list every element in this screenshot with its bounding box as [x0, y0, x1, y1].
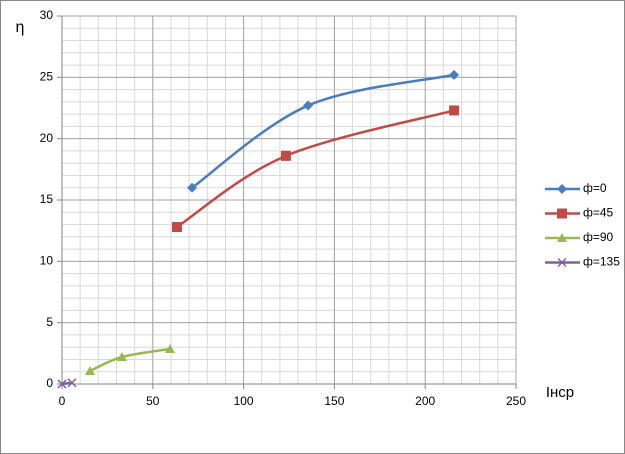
- marker: [67, 378, 77, 388]
- legend-marker: [557, 208, 567, 219]
- x-tick-label: 150: [324, 394, 344, 408]
- x-tick-label: 100: [234, 394, 254, 408]
- x-tick-label: 200: [415, 394, 435, 408]
- x-tick-label: 50: [146, 394, 160, 408]
- marker: [84, 365, 95, 375]
- marker: [449, 105, 460, 116]
- marker: [116, 352, 127, 362]
- y-axis-label: η: [16, 19, 25, 36]
- x-axis-label: Iнср: [546, 384, 574, 401]
- legend-marker: [557, 257, 567, 268]
- legend-marker: [557, 233, 567, 242]
- legend-label: ф=135: [583, 255, 620, 269]
- marker: [280, 150, 291, 161]
- marker: [187, 182, 198, 193]
- marker: [165, 344, 176, 354]
- y-tick-label: 20: [40, 131, 54, 145]
- y-tick-label: 0: [46, 376, 53, 390]
- y-tick-label: 25: [40, 70, 54, 84]
- marker: [57, 379, 67, 389]
- y-tick-label: 15: [40, 192, 54, 206]
- y-tick-label: 5: [46, 315, 53, 329]
- legend-label: ф=90: [583, 230, 614, 244]
- marker: [449, 69, 460, 80]
- x-tick-label: 0: [59, 394, 66, 408]
- legend-marker: [557, 184, 567, 194]
- y-tick-label: 30: [40, 8, 54, 22]
- marker: [171, 221, 182, 232]
- x-tick-label: 250: [506, 394, 526, 408]
- legend-label: ф=45: [583, 206, 614, 220]
- marker: [303, 100, 314, 111]
- y-tick-label: 10: [40, 254, 54, 268]
- legend-label: ф=0: [583, 181, 607, 195]
